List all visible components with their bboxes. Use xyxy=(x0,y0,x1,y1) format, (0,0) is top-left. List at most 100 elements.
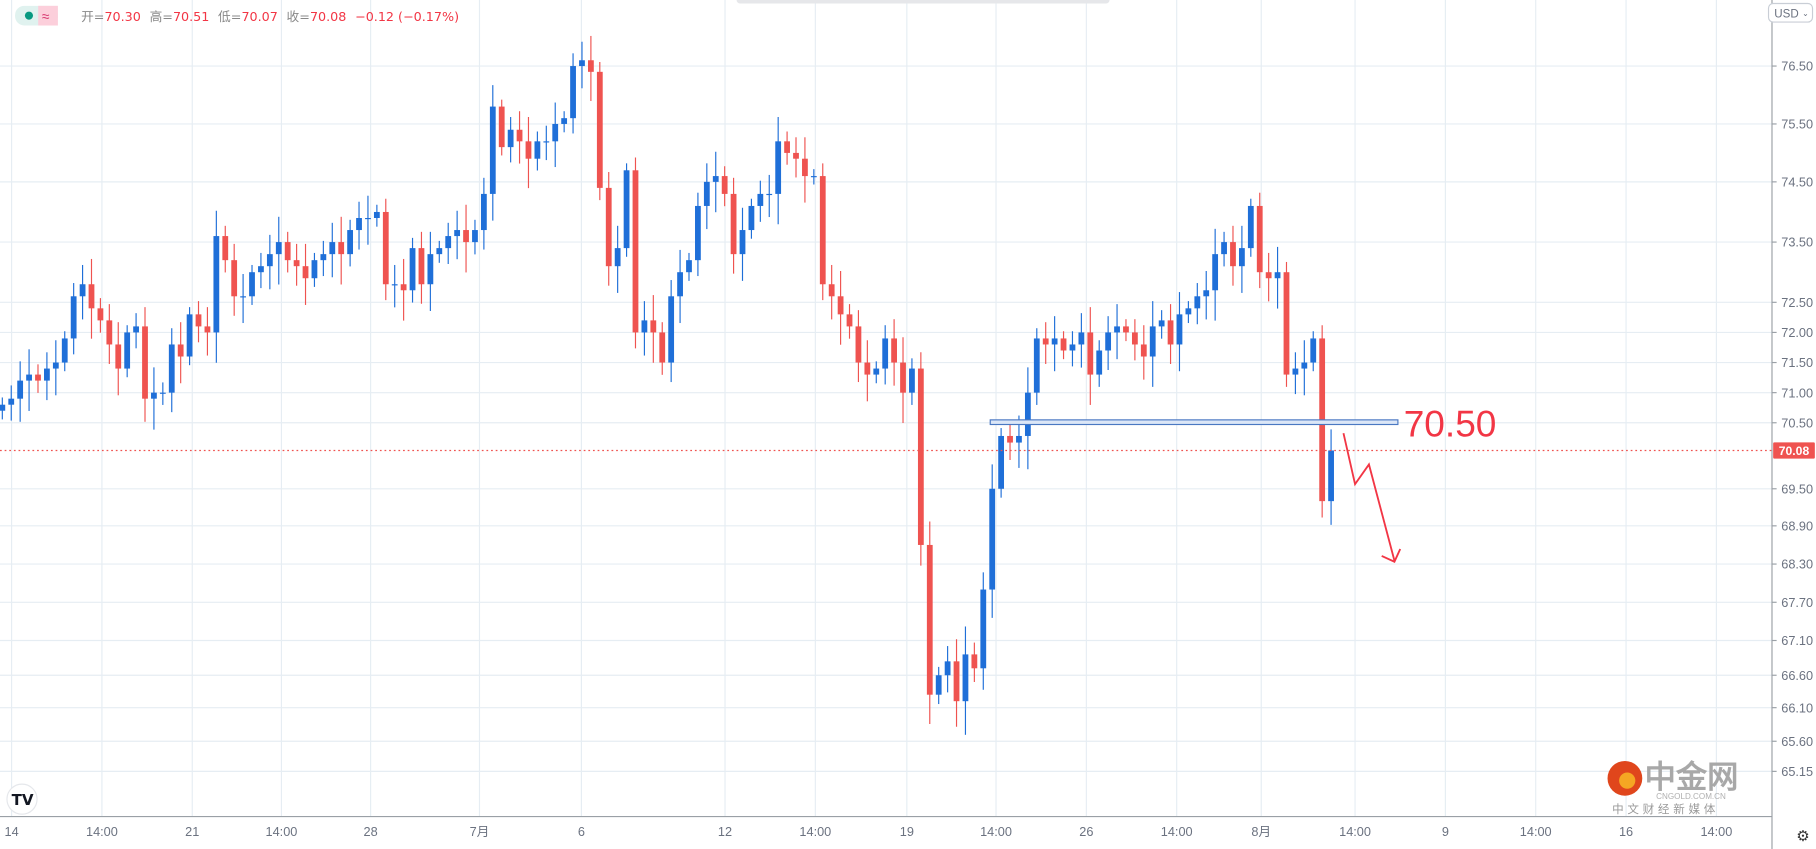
y-tick-label: 73.50 xyxy=(1781,235,1813,250)
candle-body xyxy=(1194,296,1201,309)
candle-body xyxy=(587,60,594,72)
settings-gear-icon[interactable]: ⚙ xyxy=(1796,828,1809,845)
legend-toggle[interactable]: ≈ xyxy=(15,5,58,26)
candle xyxy=(106,304,113,364)
candle-body xyxy=(1051,338,1058,345)
candle-body xyxy=(525,141,532,159)
candle xyxy=(8,385,15,421)
candle xyxy=(88,258,95,339)
candle xyxy=(980,572,987,690)
x-tick-label: 14:00 xyxy=(980,824,1012,839)
candle-body xyxy=(846,314,853,327)
candle xyxy=(587,35,594,102)
candle-body xyxy=(44,368,50,381)
candle xyxy=(0,397,6,420)
x-tick-label: 6 xyxy=(578,824,585,839)
candle xyxy=(35,364,41,393)
ohlc-legend: 开=70.30 高=70.51 低=70.07 收=70.08 −0.12 (−… xyxy=(81,9,459,25)
candle-body xyxy=(543,141,550,143)
time-axis[interactable]: 14 14:00 21 14:00 28 7月 6 12 14:00 19 14:00 26 14:00… xyxy=(5,824,1733,839)
currency-selector[interactable]: USD ⌄ xyxy=(1767,2,1814,23)
candle xyxy=(837,270,844,345)
candle-body xyxy=(1087,332,1094,375)
candle xyxy=(1221,231,1227,267)
x-tick-label: 14 xyxy=(5,824,19,839)
candle xyxy=(525,117,532,189)
candle xyxy=(1212,228,1219,321)
candle xyxy=(61,331,68,372)
candle-body xyxy=(231,260,238,297)
candle xyxy=(1007,421,1013,460)
candle-body xyxy=(480,193,487,231)
candle-body xyxy=(1016,435,1022,443)
y-tick-label: 65.60 xyxy=(1781,734,1813,749)
candle-body xyxy=(828,284,835,297)
y-tick-label: 71.50 xyxy=(1781,355,1813,370)
candle-body xyxy=(909,368,915,393)
candle-body xyxy=(1230,242,1236,267)
x-tick-label: 14:00 xyxy=(1339,824,1371,839)
candle-body xyxy=(1078,332,1085,345)
x-tick-label: 14:00 xyxy=(1161,824,1193,839)
candle-body xyxy=(1185,308,1192,315)
candle-body xyxy=(400,284,407,291)
candle xyxy=(900,337,906,424)
candle xyxy=(115,322,122,396)
candle-body xyxy=(703,181,710,206)
candle xyxy=(151,367,157,430)
candle-body xyxy=(998,435,1005,489)
candle xyxy=(1140,325,1147,380)
candle xyxy=(730,177,737,274)
forecast-arrow[interactable] xyxy=(1342,432,1396,561)
candle-body xyxy=(632,170,639,333)
candle-body xyxy=(79,284,86,297)
candle xyxy=(944,646,951,693)
candle-body xyxy=(561,118,568,124)
candle-body xyxy=(338,242,345,255)
support-level-line[interactable] xyxy=(989,419,1399,426)
candle-body xyxy=(293,260,300,267)
candle xyxy=(133,313,139,349)
price-axis[interactable]: 76.50 75.50 74.50 73.50 72.50 72.00 71.50 71.00… xyxy=(1771,59,1813,779)
top-toolbar-handle[interactable] xyxy=(736,0,1110,4)
candle-body xyxy=(275,242,282,255)
candle-body xyxy=(151,392,157,399)
candle-body xyxy=(1167,320,1174,345)
candle-body xyxy=(302,266,309,279)
candle xyxy=(1096,340,1103,387)
candle-body xyxy=(1265,272,1272,279)
candle xyxy=(828,264,835,320)
candle xyxy=(757,180,764,222)
y-tick-label: 72.50 xyxy=(1781,295,1813,310)
candle xyxy=(365,195,371,245)
candle xyxy=(1123,319,1129,342)
candle-body xyxy=(784,141,790,153)
candle-body xyxy=(498,106,505,148)
candle xyxy=(320,240,327,277)
candle xyxy=(204,307,211,356)
candle xyxy=(1185,301,1192,324)
candle-body xyxy=(1212,254,1219,291)
candle xyxy=(917,352,924,566)
candle-body xyxy=(1283,272,1290,375)
candle-body xyxy=(409,248,416,291)
candle-body xyxy=(659,332,666,363)
candle-body xyxy=(900,362,906,393)
x-tick-label: 14:00 xyxy=(266,824,298,839)
tradingview-logo[interactable]: TV xyxy=(6,783,38,815)
candle xyxy=(186,307,193,366)
candle xyxy=(70,283,77,355)
candle xyxy=(712,151,719,213)
candle-body xyxy=(347,230,354,255)
x-tick-label: 8月 xyxy=(1251,824,1271,839)
svg-text:CNGOLD.COM.CN: CNGOLD.COM.CN xyxy=(1656,792,1726,801)
candle xyxy=(26,349,32,411)
candle-body xyxy=(712,176,719,182)
x-tick-label: 21 xyxy=(185,824,199,839)
y-tick-label: 65.15 xyxy=(1781,764,1813,779)
candle xyxy=(1158,310,1165,339)
candle-body xyxy=(864,362,871,375)
candle-body xyxy=(35,374,41,381)
candle-body xyxy=(1131,332,1138,345)
